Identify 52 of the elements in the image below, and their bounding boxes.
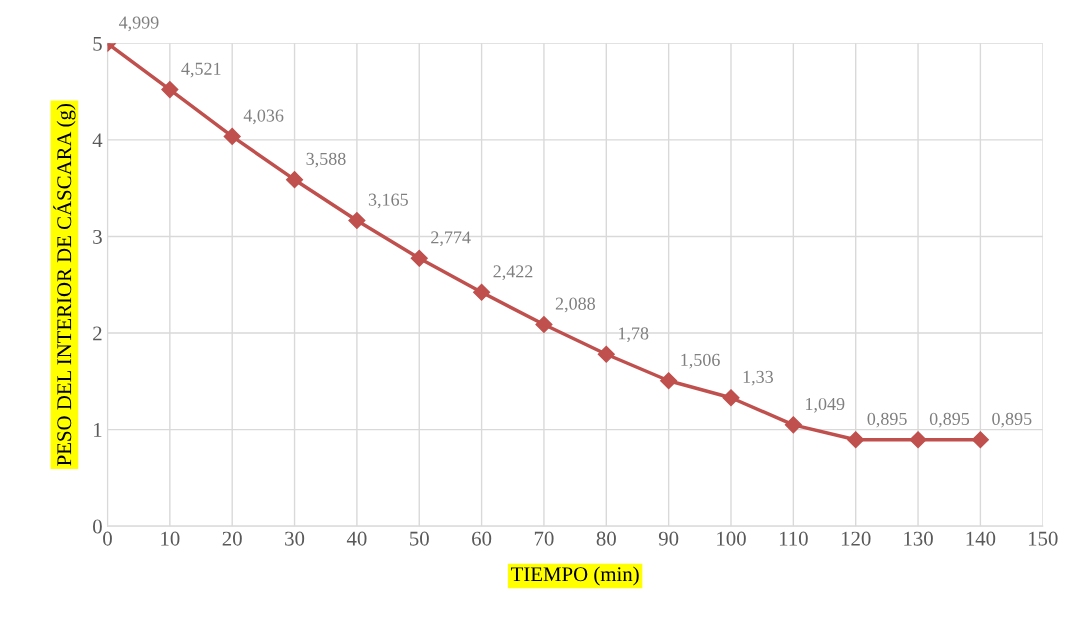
point	[161, 81, 179, 99]
data-label: 4,999	[118, 16, 159, 32]
data-label: 3,165	[368, 193, 408, 209]
y-tick-label: 1	[94, 423, 102, 437]
x-tick-label: 140	[966, 531, 996, 546]
x-tick-label: 100	[717, 531, 746, 546]
y-tick-label: 3	[93, 229, 102, 244]
data-label: 0,895	[992, 412, 1032, 428]
point	[722, 389, 740, 407]
x-tick-label: 70	[534, 531, 554, 546]
x-tick-label: 30	[285, 531, 305, 546]
x-tick-label: 60	[472, 531, 492, 546]
data-label: 1,78	[619, 327, 649, 343]
data-label: 0,895	[867, 412, 907, 428]
data-label: 2,774	[431, 231, 471, 247]
data-label: 4,521	[181, 62, 221, 78]
data-label: 0,895	[929, 412, 970, 428]
point	[971, 431, 989, 449]
data-label: 1,33	[743, 370, 773, 386]
x-tick-label: 20	[222, 531, 242, 546]
point	[348, 211, 366, 230]
data-label: 1,049	[806, 397, 845, 413]
x-tick-label: 130	[904, 531, 933, 546]
x-tick-label: 40	[346, 531, 367, 546]
x-axis-title: TIEMPO (min)	[510, 566, 639, 586]
point	[847, 431, 865, 449]
x-tick-label: 50	[410, 531, 429, 546]
point	[784, 416, 802, 434]
y-tick-label: 2	[93, 326, 102, 341]
point	[223, 127, 241, 145]
data-label: 2,088	[555, 297, 595, 313]
x-tick-label: 120	[841, 531, 871, 546]
point	[535, 315, 553, 334]
x-tick-label: 90	[658, 531, 679, 546]
x-tick-label: 10	[161, 531, 180, 546]
data-label: 1,506	[681, 353, 720, 369]
data-label: 2,422	[493, 265, 533, 281]
point	[597, 345, 615, 363]
x-tick-label: 110	[779, 531, 808, 546]
y-tick-label: 5	[93, 36, 102, 51]
y-tick-label: 4	[92, 133, 103, 148]
data-label: 4,036	[243, 109, 284, 125]
point	[285, 171, 304, 189]
y-axis-title: PESO DEL INTERIOR DE CÁSCARA (g)	[53, 104, 76, 466]
point	[473, 283, 491, 301]
point	[660, 372, 678, 390]
point	[909, 431, 927, 449]
x-tick-label: 150	[1028, 531, 1058, 546]
point	[410, 249, 428, 267]
data-label: 3,588	[306, 152, 346, 168]
x-tick-label: 80	[596, 531, 616, 546]
y-tick-label: 0	[93, 519, 102, 534]
